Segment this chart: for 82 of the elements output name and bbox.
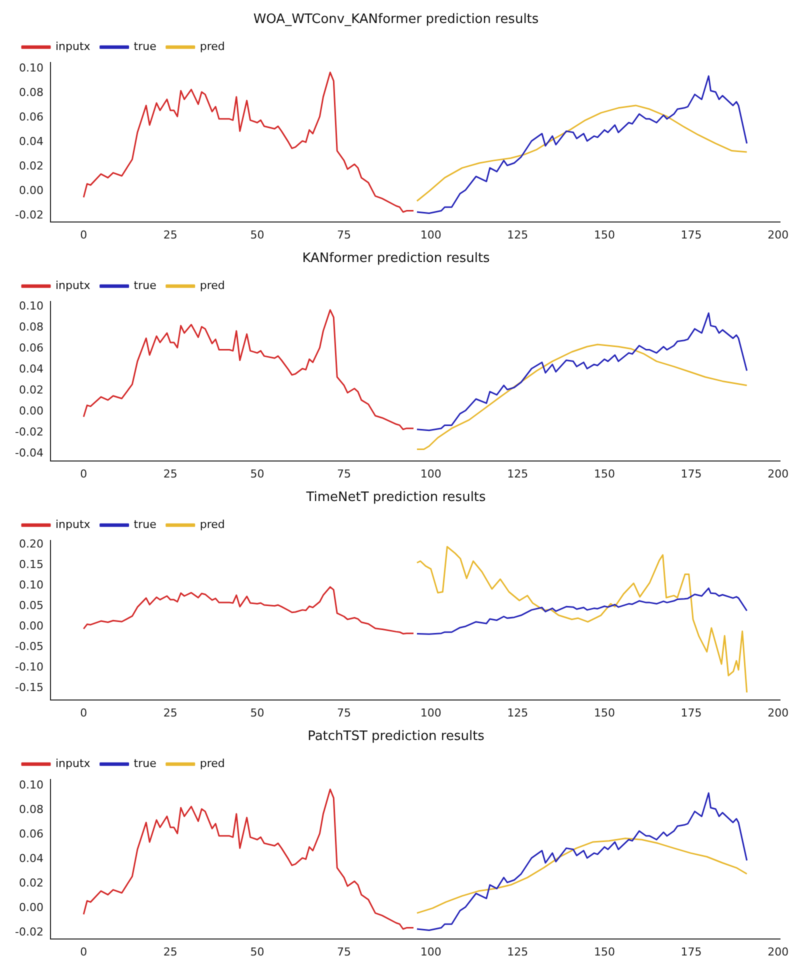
- y-tick-label: -0.04: [14, 446, 44, 460]
- y-tick-label: 0.04: [18, 852, 44, 866]
- legend-label: pred: [200, 40, 225, 53]
- y-tick-label: 0.06: [18, 828, 44, 841]
- x-tick-label: 0: [80, 706, 88, 720]
- x-tick-label: 175: [680, 945, 702, 958]
- y-tick-label: 0.00: [18, 184, 44, 198]
- x-tick-label: 25: [163, 467, 178, 480]
- legend-label: inputx: [56, 518, 91, 531]
- y-tick-label: 0.00: [18, 901, 44, 914]
- legend-label: inputx: [56, 40, 91, 53]
- x-tick-label: 125: [507, 945, 528, 958]
- y-tick-label: -0.10: [14, 660, 44, 674]
- y-tick-label: 0.20: [18, 538, 44, 551]
- x-tick-label: 50: [250, 228, 264, 242]
- y-tick-label: -0.15: [14, 681, 44, 694]
- x-tick-label: 100: [420, 706, 442, 720]
- y-tick-label: 0.10: [18, 300, 44, 313]
- x-tick-label: 150: [594, 467, 615, 480]
- y-tick-label: 0.02: [18, 383, 44, 396]
- legend-label: pred: [200, 518, 225, 531]
- y-tick-label: 0.02: [18, 876, 44, 890]
- y-tick-label: 0.08: [18, 320, 44, 334]
- x-tick-label: 200: [768, 228, 789, 242]
- x-tick-label: 50: [250, 945, 264, 958]
- y-tick-label: -0.05: [14, 640, 44, 654]
- x-tick-label: 175: [680, 228, 702, 242]
- y-tick-label: 0.08: [18, 86, 44, 100]
- legend-label: pred: [200, 278, 225, 292]
- y-tick-label: -0.02: [14, 208, 44, 222]
- x-tick-label: 125: [507, 706, 528, 720]
- x-tick-label: 0: [80, 945, 88, 958]
- x-tick-label: 175: [680, 706, 702, 720]
- y-tick-label: 0.02: [18, 160, 44, 173]
- legend-label: inputx: [56, 278, 91, 292]
- y-tick-label: 0.10: [18, 778, 44, 792]
- x-tick-label: 175: [680, 467, 702, 480]
- legend-label: true: [134, 756, 157, 770]
- y-tick-label: 0.10: [18, 62, 44, 75]
- x-tick-label: 200: [768, 467, 789, 480]
- x-tick-label: 0: [80, 467, 88, 480]
- x-tick-label: 100: [420, 467, 442, 480]
- y-tick-label: 0.00: [18, 620, 44, 633]
- x-tick-label: 75: [337, 945, 352, 958]
- y-tick-label: 0.04: [18, 135, 44, 148]
- x-tick-label: 150: [594, 706, 615, 720]
- x-tick-label: 100: [420, 228, 442, 242]
- y-tick-label: 0.08: [18, 803, 44, 816]
- y-tick-label: 0.00: [18, 404, 44, 418]
- x-tick-label: 50: [250, 706, 264, 720]
- chart-title: TimeNetT prediction results: [305, 490, 486, 506]
- y-tick-label: 0.06: [18, 110, 44, 124]
- y-tick-label: 0.06: [18, 342, 44, 355]
- x-tick-label: 75: [337, 706, 352, 720]
- x-tick-label: 125: [507, 467, 528, 480]
- x-tick-label: 150: [594, 945, 615, 958]
- legend-label: true: [134, 278, 157, 292]
- x-tick-label: 25: [163, 228, 178, 242]
- legend-label: true: [134, 518, 157, 531]
- legend-label: inputx: [56, 756, 91, 770]
- x-tick-label: 25: [163, 945, 178, 958]
- x-tick-label: 75: [337, 467, 352, 480]
- y-tick-label: 0.04: [18, 362, 44, 376]
- y-tick-label: 0.10: [18, 578, 44, 592]
- x-tick-label: 75: [337, 228, 352, 242]
- legend-label: true: [134, 40, 157, 53]
- y-tick-label: 0.05: [18, 599, 44, 612]
- chart-title: PatchTST prediction results: [308, 729, 485, 744]
- chart-title: WOA_WTConv_KANformer prediction results: [253, 12, 539, 28]
- x-tick-label: 200: [768, 706, 789, 720]
- y-tick-label: 0.15: [18, 558, 44, 572]
- x-tick-label: 0: [80, 228, 88, 242]
- x-tick-label: 100: [420, 945, 442, 958]
- chart-title: KANformer prediction results: [302, 251, 490, 266]
- x-tick-label: 125: [507, 228, 528, 242]
- x-tick-label: 50: [250, 467, 264, 480]
- y-tick-label: -0.02: [14, 926, 44, 939]
- x-tick-label: 25: [163, 706, 178, 720]
- legend-label: pred: [200, 756, 225, 770]
- x-tick-label: 200: [768, 945, 789, 958]
- y-tick-label: -0.02: [14, 425, 44, 438]
- x-tick-label: 150: [594, 228, 615, 242]
